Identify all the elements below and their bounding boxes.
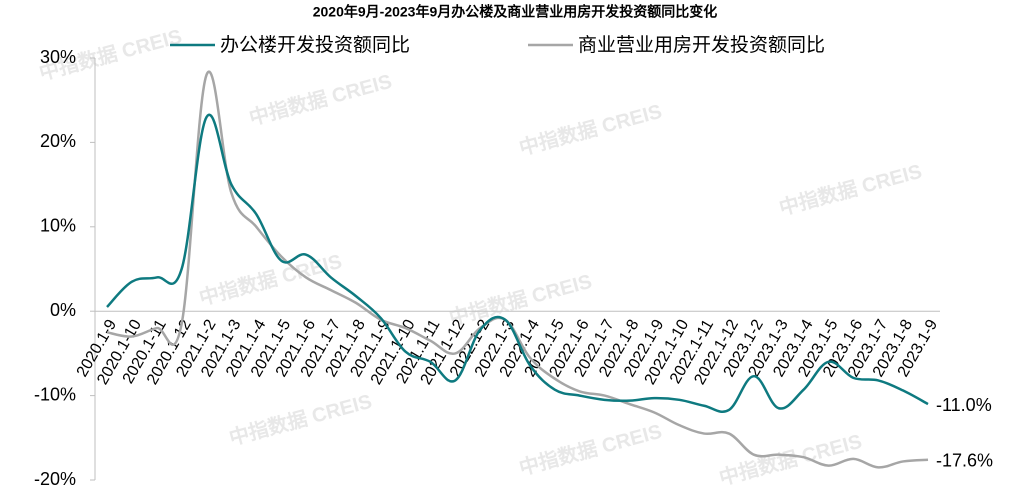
watermark: 中指数据 CREIS [776,159,924,220]
y-tick-label: 0% [50,300,76,320]
watermark: 中指数据 CREIS [516,419,664,480]
series-line [106,70,929,469]
watermark: 中指数据 CREIS [446,269,594,330]
y-tick-label: -10% [34,384,76,404]
data-label: -11.0% [936,395,992,415]
y-tick-label: 10% [40,216,76,236]
y-tick-label: 20% [40,131,76,151]
chart-title: 2020年9月-2023年9月办公楼及商业营业用房开发投资额同比变化 [313,4,718,20]
watermark: 中指数据 CREIS [226,389,374,450]
watermark: 中指数据 CREIS [716,429,864,490]
series-line [106,113,929,414]
watermark: 中指数据 CREIS [246,69,394,130]
watermark: 中指数据 CREIS [516,99,664,160]
y-tick-label: -20% [34,469,76,489]
data-label: -17.6% [936,450,993,470]
watermark: 中指数据 CREIS [196,249,344,310]
legend-label: 商业营业用房开发投资额同比 [578,34,825,56]
y-tick-label: 30% [40,47,76,67]
legend-label: 办公楼开发投资额同比 [220,34,410,56]
